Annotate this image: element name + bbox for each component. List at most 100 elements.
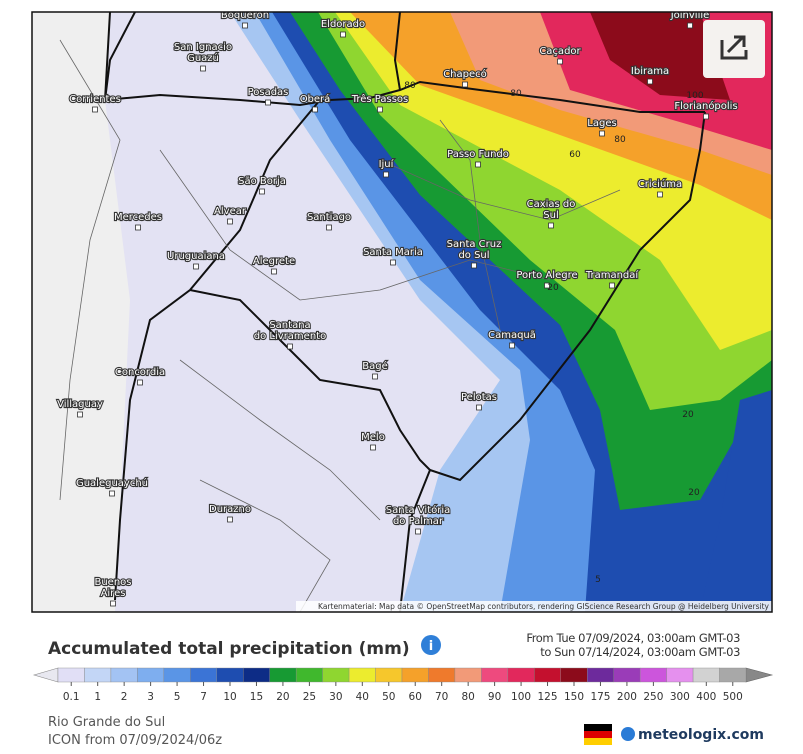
legend-swatch — [639, 667, 667, 683]
flag-stripe — [584, 738, 612, 745]
contour-label: 20 — [547, 283, 559, 293]
city-marker — [415, 528, 421, 535]
road — [439, 119, 501, 331]
attribution-bg — [296, 601, 772, 612]
city-label: Aires — [101, 588, 126, 599]
city-marker — [77, 411, 83, 418]
legend-label: 200 — [617, 691, 637, 703]
city-marker — [544, 282, 550, 289]
city-label: Joinville — [670, 10, 710, 21]
city-label: Três Passos — [351, 93, 409, 105]
share-button[interactable] — [703, 20, 765, 78]
city-marker — [509, 342, 515, 349]
brand: meteologix.com — [638, 727, 764, 743]
legend-swatch — [719, 667, 747, 683]
city-label: Gualeguaychú — [76, 477, 148, 489]
legend-label: 80 — [461, 691, 474, 703]
city-label: Posadas — [248, 87, 289, 98]
city-marker — [462, 81, 468, 88]
city-marker — [703, 113, 709, 120]
legend-swatch — [428, 667, 456, 683]
city-marker — [657, 191, 663, 198]
title: Accumulated total precipitation (mm) — [48, 639, 410, 659]
road — [379, 159, 621, 221]
legend-label: 10 — [223, 691, 236, 703]
city-label: Sul — [543, 210, 558, 221]
border — [103, 12, 705, 113]
city-marker — [372, 373, 378, 380]
legend-swatch — [666, 667, 694, 683]
city-label: do Livramento — [254, 331, 326, 342]
legend: 0.1 1 2 3 5 7 10 15 20 25 30 40 50 60 70 80 90 100 125 150 1… — [32, 667, 774, 703]
city-marker — [200, 65, 206, 72]
legend-swatch — [560, 667, 588, 683]
date-to: to Sun 07/14/2024, 03:00am GMT-03 — [540, 645, 740, 659]
legend-swatch — [137, 667, 165, 683]
city-marker — [557, 58, 563, 65]
legend-label: 500 — [723, 691, 743, 703]
city-marker — [227, 516, 233, 523]
attribution: Kartenmaterial: Map data © OpenStreetMap… — [318, 602, 770, 611]
model: ICON from 07/09/2024/06z — [48, 733, 222, 748]
city-marker — [271, 268, 277, 275]
city-label: São Borja — [238, 176, 286, 187]
legend-label: 30 — [329, 691, 342, 703]
roads — [59, 39, 621, 612]
coast — [429, 111, 706, 482]
city-label: Alvear — [214, 206, 247, 217]
legend-label: 250 — [643, 691, 663, 703]
city-label: Bagé — [362, 360, 388, 372]
city-label: Concordia — [115, 367, 165, 378]
legend-label: 60 — [409, 691, 422, 703]
city-label: Tramandaí — [585, 269, 640, 281]
border — [114, 99, 321, 601]
info-glyph: i — [429, 639, 433, 654]
share-button-bg[interactable] — [703, 20, 765, 78]
city-marker — [227, 218, 233, 225]
city-label: Porto Alegre — [516, 270, 577, 281]
city-label: San Ignacio — [174, 42, 232, 53]
contour-labels: 80 80 60 80 100 20 20 20 5 — [404, 81, 704, 585]
legend-label: 40 — [356, 691, 369, 703]
land-outside — [32, 12, 130, 612]
city-marker — [383, 171, 389, 178]
city-label: Pelotas — [461, 392, 497, 403]
legend-swatch — [243, 667, 270, 683]
city-marker — [109, 490, 115, 497]
city-label: Alegrete — [253, 256, 295, 267]
region: Rio Grande do Sul — [48, 715, 165, 730]
contour-label: 80 — [404, 81, 416, 91]
legend-swatch — [163, 667, 191, 683]
city-label: Villaguay — [57, 399, 103, 410]
city-label: Santa Vitória — [386, 504, 451, 516]
legend-swatch — [322, 667, 350, 683]
city-marker — [377, 106, 383, 113]
legend-label: 0.1 — [63, 691, 80, 703]
city-label: Ijuí — [379, 158, 395, 170]
city-label: Caxias do — [527, 199, 576, 210]
map: Boqueron Eldorado Joinville San IgnacioGuaz… — [32, 10, 772, 612]
city-label: Guazú — [187, 52, 219, 64]
info-button[interactable]: i — [421, 635, 441, 655]
city-marker — [92, 106, 98, 113]
city-marker — [110, 600, 116, 607]
city-label: Corrientes — [69, 94, 121, 105]
city-label: Mercedes — [114, 212, 162, 223]
city-label: Criciúma — [638, 178, 682, 190]
legend-arrow-left — [32, 667, 59, 683]
legend-label: 1 — [94, 691, 101, 703]
legend-swatch — [692, 667, 720, 683]
city-marker — [471, 262, 477, 269]
legend-swatch — [401, 667, 429, 683]
legend-swatch — [454, 667, 482, 683]
city-marker — [609, 282, 615, 289]
contour-label: 100 — [686, 91, 703, 101]
legend-swatch — [613, 667, 641, 683]
legend-swatch — [587, 667, 614, 683]
city-label: Santiago — [307, 212, 351, 223]
city-marker — [687, 22, 693, 29]
legend-label: 175 — [590, 691, 610, 703]
legend-label: 50 — [382, 691, 395, 703]
legend-label: 2 — [121, 691, 128, 703]
info-icon[interactable] — [421, 635, 441, 655]
